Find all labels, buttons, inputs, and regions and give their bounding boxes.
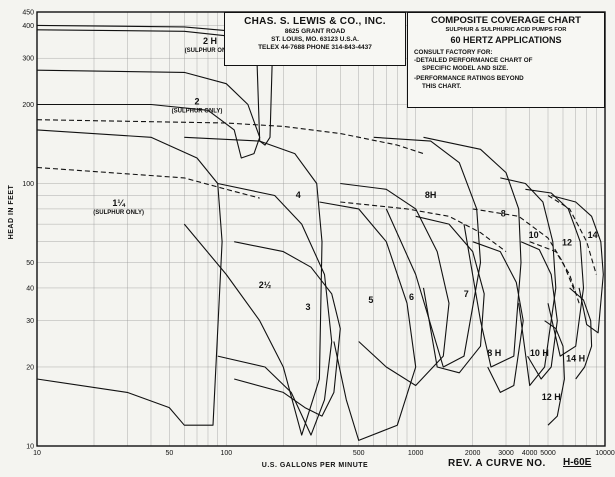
dashed-curve-18 xyxy=(36,119,424,155)
series-label: 12 H xyxy=(542,392,561,402)
dashed-curve-20 xyxy=(340,201,507,253)
series-12-h-curve xyxy=(544,320,565,426)
consult-note-2b: THIS CHART. xyxy=(422,83,462,90)
series-1¼-curve xyxy=(36,129,223,426)
series-2½-curve xyxy=(217,182,333,436)
series-12-curve xyxy=(525,188,585,357)
series-2-curve xyxy=(36,69,261,159)
x-tick-label: 2000 xyxy=(465,450,481,457)
company-address-1: 8625 GRANT ROAD xyxy=(284,28,346,35)
series-label: 2 H xyxy=(203,36,217,46)
consult-note-head: CONSULT FACTORY FOR: xyxy=(414,49,493,56)
consult-note-2: -PERFORMANCE RATINGS BEYOND xyxy=(414,75,524,82)
x-tick-label: 10 xyxy=(33,450,41,457)
dashed-curve-22 xyxy=(529,241,580,304)
series-8-curve xyxy=(423,136,522,368)
x-tick-label: 100 xyxy=(220,450,232,457)
series-7-curve xyxy=(415,215,485,374)
series-label: 14 xyxy=(588,230,598,240)
chart-axes: 10 50 100 500 1000 2000 3000 4000 5000 10000 10 20 3… xyxy=(22,10,615,458)
x-tick-label: 10000 xyxy=(595,450,615,457)
series-label: 7 xyxy=(464,289,469,299)
series-sublabel: (SULPHUR ONLY) xyxy=(93,210,144,216)
series-label: 10 xyxy=(529,230,539,240)
series-label: 8 H xyxy=(487,348,501,358)
x-tick-label: 3000 xyxy=(498,450,514,457)
series-10-curve xyxy=(500,177,557,387)
y-tick-label: 10 xyxy=(26,444,34,451)
x-tick-label: 500 xyxy=(353,450,365,457)
series-14-curve xyxy=(551,194,604,334)
y-tick-label: 40 xyxy=(26,285,34,292)
x-tick-label: 1000 xyxy=(408,450,424,457)
series-6-curve xyxy=(340,182,450,387)
y-tick-label: 20 xyxy=(26,364,34,371)
series-4-curve xyxy=(183,136,323,436)
dashed-curve-23 xyxy=(547,195,597,275)
series-8h-curve xyxy=(373,136,482,368)
dashed-curve-19 xyxy=(36,166,260,199)
series-10-h-curve xyxy=(520,241,558,380)
revision-label: REV. A CURVE NO. xyxy=(448,458,546,469)
company-address-3: TELEX 44-7688 PHONE 314-843-4437 xyxy=(258,44,372,51)
series-sublabel: (SULPHUR ONLY) xyxy=(172,108,223,114)
consult-note-1b: SPECIFIC MODEL AND SIZE. xyxy=(422,65,509,72)
series-8-h-curve xyxy=(472,241,524,393)
y-tick-label: 450 xyxy=(22,10,34,17)
consult-note-1: -DETAILED PERFORMANCE CHART OF xyxy=(414,57,533,64)
dashed-curve-21 xyxy=(472,208,577,295)
series-label: 3 xyxy=(305,302,310,312)
company-address-2: ST. LOUIS, MO. 63123 U.S.A. xyxy=(271,36,359,43)
chart-title-box: COMPOSITE COVERAGE CHART SULPHUR & SULPH… xyxy=(407,12,605,108)
x-tick-label: 50 xyxy=(165,450,173,457)
series-label: 1¼ xyxy=(112,198,126,208)
series-5-curve xyxy=(319,201,417,441)
series-label: 8H xyxy=(425,190,437,200)
x-axis-title: U.S. GALLONS PER MINUTE xyxy=(262,462,368,469)
series-label: 12 xyxy=(562,238,572,248)
y-tick-label: 400 xyxy=(22,23,34,30)
y-tick-label: 300 xyxy=(22,56,34,63)
chart-labels: 2 H (SULPHUR ONLY) 2 (SULPHUR ONLY) 1¼ (SULPH… xyxy=(93,36,597,402)
series-label: 8 xyxy=(501,208,506,218)
series-label: 6 xyxy=(409,292,414,302)
curve-number: H-60E xyxy=(563,457,592,468)
x-tick-label: 4000 xyxy=(522,450,538,457)
series-label: 10 H xyxy=(530,348,549,358)
y-tick-label: 50 xyxy=(26,260,34,267)
y-tick-label: 30 xyxy=(26,318,34,325)
company-name: CHAS. S. LEWIS & CO., INC. xyxy=(244,16,386,27)
series-sublabel: (SULPHUR ONLY) xyxy=(185,48,236,54)
x-tick-label: 5000 xyxy=(540,450,556,457)
series-label: 2 xyxy=(194,96,199,106)
series-3-curve xyxy=(234,241,341,417)
series-14-h-curve xyxy=(569,287,593,380)
company-info-box: CHAS. S. LEWIS & CO., INC. 8625 GRANT RO… xyxy=(224,12,406,66)
y-axis-title: HEAD IN FEET xyxy=(8,184,15,239)
chart-subtitle: SULPHUR & SULPHURIC ACID PUMPS FOR xyxy=(445,27,567,33)
series-label: 4 xyxy=(296,190,301,200)
chart-frequency: 60 HERTZ APPLICATIONS xyxy=(450,35,562,45)
chart-title: COMPOSITE COVERAGE CHART xyxy=(431,15,581,26)
series-label: 2½ xyxy=(259,280,272,290)
series-label: 5 xyxy=(368,295,373,305)
y-tick-label: 100 xyxy=(22,181,34,188)
series-label: 14 H xyxy=(566,353,585,363)
y-tick-label: 200 xyxy=(22,102,34,109)
